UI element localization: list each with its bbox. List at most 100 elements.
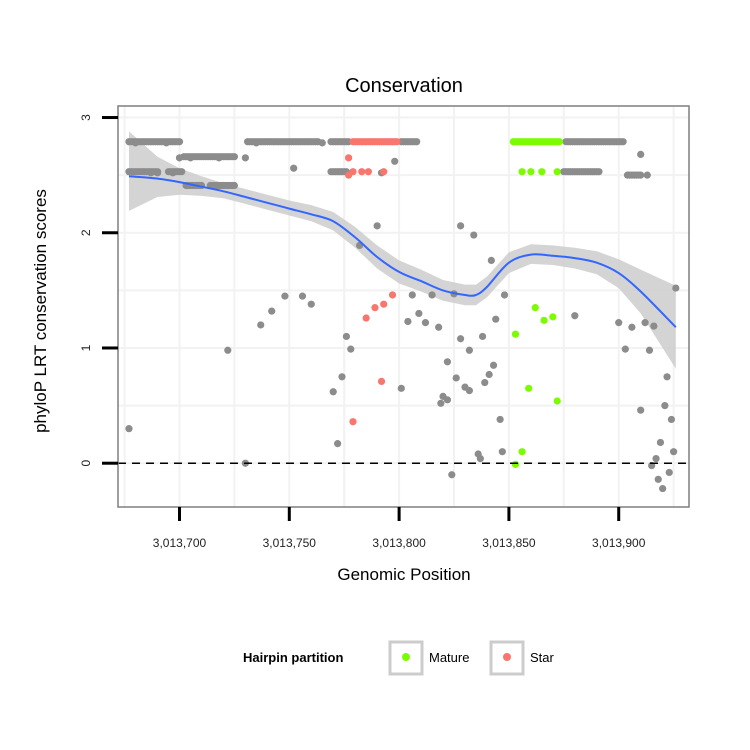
- legend-label-star: Star: [530, 650, 555, 665]
- point-other: [663, 373, 671, 381]
- point-other: [175, 154, 184, 162]
- point-other: [637, 171, 645, 179]
- point-other: [298, 292, 307, 300]
- x-tick-label: 3,013,750: [263, 536, 317, 550]
- point-star: [344, 154, 353, 162]
- point-star: [380, 168, 388, 176]
- x-axis-title: Genomic Position: [337, 565, 470, 584]
- x-tick-label: 3,013,850: [482, 536, 536, 550]
- point-other: [391, 157, 399, 165]
- point-other: [169, 169, 177, 177]
- point-other: [500, 291, 509, 299]
- point-other: [435, 323, 443, 331]
- plot-panel: [118, 106, 689, 507]
- point-star: [393, 138, 401, 146]
- point-other: [131, 139, 140, 147]
- point-other: [452, 374, 460, 382]
- point-other: [470, 231, 478, 239]
- point-other: [338, 373, 346, 381]
- point-star: [358, 168, 366, 176]
- point-other: [485, 370, 493, 379]
- point-other: [656, 438, 665, 447]
- point-other: [443, 396, 452, 404]
- y-tick-label: 2: [79, 229, 93, 236]
- smooth-line-group: [128, 175, 677, 328]
- point-other: [257, 321, 265, 329]
- point-other: [595, 168, 603, 176]
- point-other: [465, 387, 473, 395]
- legend: Hairpin partition Mature Star: [243, 640, 555, 676]
- point-other: [224, 346, 232, 354]
- point-other: [650, 322, 658, 330]
- point-other: [498, 448, 506, 456]
- smooth-line: [128, 175, 677, 328]
- point-other: [448, 471, 456, 479]
- point-star: [344, 171, 353, 179]
- legend-label-mature: Mature: [429, 650, 469, 665]
- axes: 3,013,700 3,013,750 3,013,800 3,013,850 3,01…: [79, 114, 646, 550]
- point-other: [290, 164, 298, 172]
- point-other: [334, 440, 342, 448]
- point-other: [645, 346, 654, 354]
- point-other: [643, 171, 651, 179]
- point-other: [457, 335, 465, 343]
- point-star: [364, 168, 372, 176]
- point-other: [478, 332, 487, 341]
- point-other: [496, 415, 504, 424]
- panel-background: [118, 106, 689, 507]
- point-star: [380, 300, 388, 308]
- point-other: [659, 484, 667, 493]
- point-other: [307, 300, 315, 308]
- point-other: [571, 312, 579, 320]
- point-other: [421, 319, 430, 327]
- point-other: [661, 401, 669, 410]
- point-other: [347, 345, 355, 353]
- point-other: [153, 169, 162, 177]
- chart-title: Conservation: [345, 75, 463, 97]
- point-star: [349, 418, 357, 426]
- point-other: [487, 256, 495, 265]
- legend-key-star: [503, 653, 511, 661]
- point-mature: [555, 138, 564, 146]
- point-mature: [549, 313, 557, 321]
- point-star: [377, 377, 386, 385]
- y-axis-title: phyloP LRT conservation scores: [31, 189, 50, 433]
- panel-border: [117, 105, 690, 508]
- y-tick-label: 0: [79, 460, 93, 467]
- x-tick-label: 3,013,800: [372, 536, 426, 550]
- confidence-ribbon: [129, 131, 676, 369]
- x-tick-label: 3,013,900: [592, 536, 646, 550]
- point-other: [186, 154, 195, 162]
- point-mature: [511, 460, 520, 468]
- point-star: [371, 304, 379, 312]
- point-other: [408, 291, 416, 299]
- point-other: [492, 315, 500, 323]
- point-other: [465, 346, 473, 354]
- point-other: [252, 139, 260, 147]
- point-star: [388, 291, 397, 299]
- point-other: [619, 138, 627, 146]
- point-other: [404, 317, 412, 326]
- point-mature: [511, 330, 520, 338]
- point-other: [241, 154, 249, 162]
- point-other: [615, 319, 623, 327]
- point-other: [230, 181, 238, 190]
- point-other: [476, 455, 484, 463]
- point-mature: [518, 448, 526, 456]
- legend-key-mature: [402, 653, 410, 661]
- point-mature: [518, 168, 526, 176]
- point-other: [428, 291, 436, 299]
- point-other: [342, 332, 350, 341]
- point-other: [457, 222, 465, 230]
- point-other: [481, 378, 489, 387]
- point-other: [621, 345, 629, 353]
- point-star: [362, 314, 370, 322]
- point-other: [654, 475, 662, 483]
- point-mature: [538, 168, 546, 176]
- point-other: [665, 468, 673, 477]
- point-other: [175, 138, 184, 146]
- x-tick-label: 3,013,700: [153, 536, 207, 550]
- point-other: [672, 284, 680, 292]
- point-mature: [553, 168, 561, 176]
